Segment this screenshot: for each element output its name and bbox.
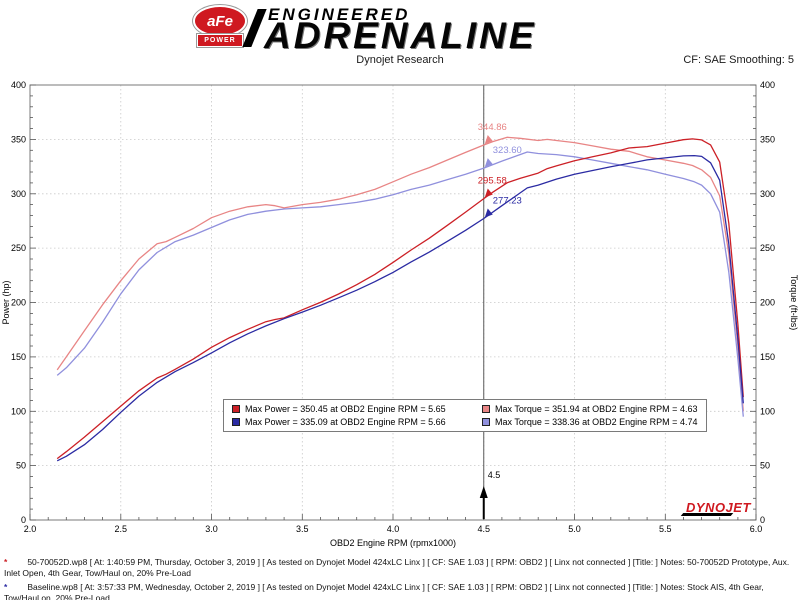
y-left-tick-label: 300 — [11, 189, 26, 199]
correction-factor-label: CF: SAE Smoothing: 5 — [683, 54, 794, 66]
footnote-run1-text: 50-70052D.wp8 [ At: 1:40:59 PM, Thursday… — [4, 557, 790, 579]
x-tick-label: 3.5 — [296, 524, 309, 534]
legend-swatch-torque-run2 — [482, 418, 490, 426]
y-right-tick-label: 200 — [760, 298, 775, 308]
cursor-annotation-value: 344.86 — [478, 122, 507, 133]
x-tick-label: 4.0 — [387, 524, 400, 534]
legend-item-max-torque-run2: Max Torque = 338.36 at OBD2 Engine RPM =… — [482, 417, 698, 427]
curve-torque-50-70052d — [56, 136, 744, 412]
dynojet-logo: DYNOJET — [680, 500, 751, 516]
x-tick-label: 4.5 — [478, 524, 491, 534]
afe-oval-badge: aFe — [193, 5, 247, 37]
y-left-tick-label: 100 — [11, 406, 26, 416]
y-left-tick-label: 250 — [11, 243, 26, 253]
y-left-tick-label: 50 — [16, 461, 26, 471]
brand-engineered: ENGINEERED — [268, 5, 411, 24]
y-right-tick-label: 50 — [760, 461, 770, 471]
x-tick-label: 2.5 — [115, 524, 128, 534]
legend-swatch-power-run2 — [232, 418, 240, 426]
legend-label: Max Torque = 351.94 at OBD2 Engine RPM =… — [495, 404, 698, 414]
x-tick-label: 3.0 — [205, 524, 218, 534]
dynojet-swoosh-icon — [680, 513, 734, 516]
cursor-marker-icon — [484, 134, 493, 144]
cursor-annotation-value: 323.60 — [493, 145, 522, 156]
cursor-marker-icon — [484, 158, 493, 168]
cursor-annotation-value: 277.23 — [493, 196, 522, 207]
y-right-tick-label: 400 — [760, 80, 775, 90]
afe-logo-text: aFe — [207, 12, 233, 30]
y-left-tick-label: 0 — [21, 515, 26, 525]
cursor-marker-icon — [484, 208, 493, 218]
cursor-annotation-value: 295.58 — [478, 176, 507, 187]
brand-adrenaline: ADRENALINE — [264, 15, 537, 56]
afe-power-text: POWER — [204, 37, 236, 44]
legend-label: Max Torque = 338.36 at OBD2 Engine RPM =… — [495, 417, 698, 427]
y-left-tick-label: 400 — [11, 80, 26, 90]
cursor-x-label: 4.5 — [488, 470, 501, 480]
y-axis-title-right: Torque (ft-lbs) — [789, 275, 799, 331]
y-right-tick-label: 250 — [760, 243, 775, 253]
x-tick-label: 2.0 — [24, 524, 37, 534]
y-left-tick-label: 200 — [11, 298, 26, 308]
y-right-tick-label: 100 — [760, 406, 775, 416]
legend-label: Max Power = 350.45 at OBD2 Engine RPM = … — [245, 404, 446, 414]
legend-label: Max Power = 335.09 at OBD2 Engine RPM = … — [245, 417, 446, 427]
footnotes: * 50-70052D.wp8 [ At: 1:40:59 PM, Thursda… — [4, 557, 796, 600]
x-tick-label: 6.0 — [750, 524, 763, 534]
run2-marker: * — [4, 581, 8, 592]
curve-torque-baseline — [56, 151, 744, 417]
y-right-tick-label: 0 — [760, 515, 765, 525]
run1-marker: * — [4, 557, 8, 567]
afe-power-banner: POWER — [197, 34, 243, 47]
footnote-run1: * 50-70052D.wp8 [ At: 1:40:59 PM, Thursda… — [4, 557, 796, 580]
legend-swatch-torque-run1 — [482, 405, 490, 413]
footnote-run2-text: Baseline.wp8 [ At: 3:57:33 PM, Wednesday… — [4, 581, 764, 600]
x-tick-label: 5.0 — [568, 524, 581, 534]
legend-item-max-power-run2: Max Power = 335.09 at OBD2 Engine RPM = … — [232, 417, 472, 427]
legend-swatch-power-run1 — [232, 405, 240, 413]
x-axis-title: OBD2 Engine RPM (rpmx1000) — [330, 538, 456, 548]
dynojet-logo-text: DYNOJET — [686, 500, 751, 515]
chart-subtitle: Dynojet Research — [356, 54, 444, 66]
y-left-tick-label: 150 — [11, 352, 26, 362]
y-right-tick-label: 300 — [760, 189, 775, 199]
curve-power-50-70052d — [56, 138, 744, 460]
y-right-tick-label: 150 — [760, 352, 775, 362]
footnote-run2: * Baseline.wp8 [ At: 3:57:33 PM, Wednesda… — [4, 582, 796, 600]
curve-power-baseline — [56, 154, 744, 462]
cursor-marker-icon — [484, 188, 493, 198]
x-tick-label: 5.5 — [659, 524, 672, 534]
y-right-tick-label: 350 — [760, 134, 775, 144]
y-axis-title-left: Power (hp) — [1, 280, 11, 324]
afe-logo: aFe POWER — [193, 5, 249, 51]
legend-item-max-torque-run1: Max Torque = 351.94 at OBD2 Engine RPM =… — [482, 404, 698, 414]
legend: Max Power = 350.45 at OBD2 Engine RPM = … — [223, 399, 707, 432]
y-left-tick-label: 350 — [11, 134, 26, 144]
cursor-arrow-icon — [479, 486, 488, 498]
legend-item-max-power-run1: Max Power = 350.45 at OBD2 Engine RPM = … — [232, 404, 472, 414]
